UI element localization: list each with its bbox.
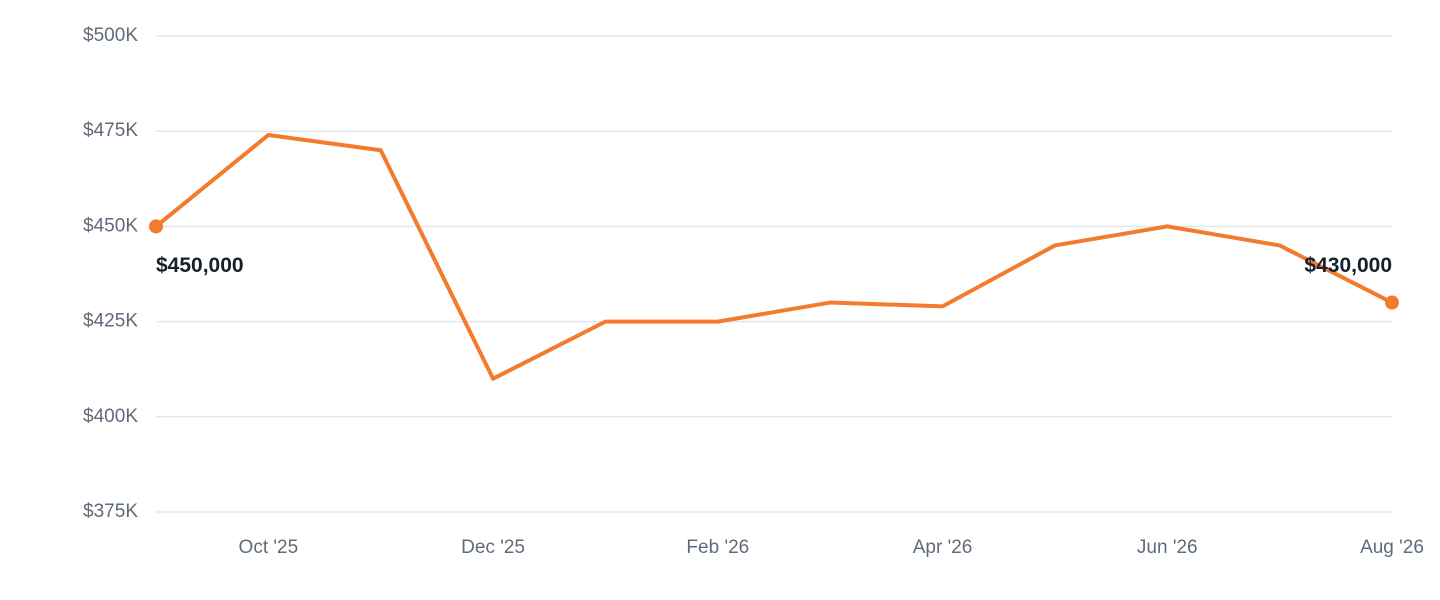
- x-tick-label: Apr '26: [913, 537, 973, 558]
- point: [149, 219, 163, 234]
- x-tick-label: Aug '26: [1360, 537, 1424, 558]
- y-tick-label: $500K: [83, 25, 138, 46]
- y-tick-label: $425K: [83, 311, 138, 332]
- x-tick-label: Oct '25: [239, 537, 299, 558]
- value-label: $430,000: [1304, 254, 1392, 277]
- y-tick-label: $475K: [83, 120, 138, 141]
- value-label: $450,000: [156, 254, 244, 277]
- y-tick-label: $450K: [83, 215, 138, 236]
- x-tick-label: Dec '25: [461, 537, 525, 558]
- y-tick-label: $400K: [83, 406, 138, 427]
- x-tick-label: Jun '26: [1137, 537, 1198, 558]
- y-tick-label: $375K: [83, 501, 138, 522]
- point: [1385, 295, 1399, 310]
- x-tick-label: Feb '26: [686, 537, 749, 558]
- line: [154, 133, 1393, 381]
